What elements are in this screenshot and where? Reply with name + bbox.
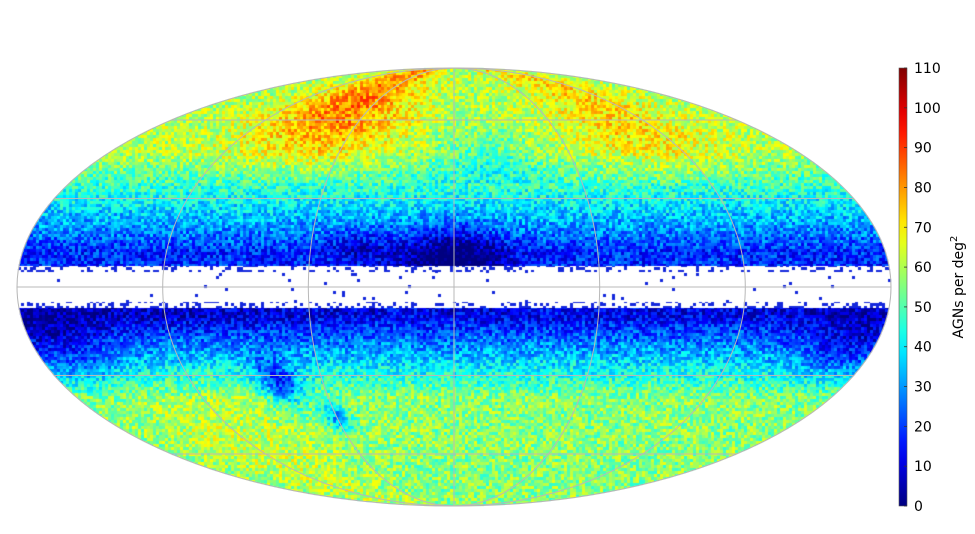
graticule-meridian: [453, 67, 601, 507]
colorbar-label: AGNs per deg2: [949, 236, 967, 339]
colorbar-gradient: [898, 67, 908, 507]
colorbar-tick-label: 100: [914, 101, 941, 117]
colorbar-label-superscript: 2: [949, 236, 960, 242]
colorbar: 0 10 20 30 40 50 60 70 80 90 100 110 AGNs per deg2: [898, 61, 967, 515]
colorbar-tick-label: 90: [914, 141, 932, 157]
colorbar-tick-label: 10: [914, 459, 932, 475]
colorbar-tick-label: 30: [914, 380, 932, 396]
colorbar-tick-label: 110: [914, 61, 941, 77]
colorbar-tick-label: 0: [914, 499, 923, 515]
colorbar-label-main: AGNs per deg: [951, 242, 967, 339]
colorbar-tick-label: 20: [914, 419, 932, 435]
colorbar-tick-label: 60: [914, 260, 932, 276]
colorbar-tick-label: 50: [914, 300, 932, 316]
colorbar-ticks: 0 10 20 30 40 50 60 70 80 90 100 110: [904, 61, 941, 515]
graticule-meridian: [162, 67, 455, 507]
graticule-meridian: [453, 67, 746, 507]
colorbar-tick-label: 70: [914, 220, 932, 236]
sky-outline: [16, 67, 892, 507]
colorbar-tick-label: 40: [914, 340, 932, 356]
graticule-meridian: [307, 67, 455, 507]
colorbar-tick-label: 80: [914, 180, 932, 196]
graticule: [17, 67, 891, 507]
